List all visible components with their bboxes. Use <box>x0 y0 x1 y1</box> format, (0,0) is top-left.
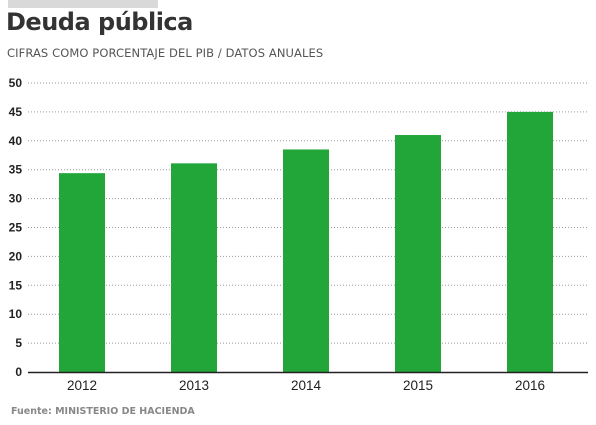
y-tick-label: 30 <box>9 192 23 206</box>
chart-subtitle: CIFRAS COMO PORCENTAJE DEL PIB / DATOS A… <box>7 46 324 60</box>
bar-2014 <box>283 149 329 372</box>
y-tick-label: 25 <box>9 221 23 235</box>
header-rule <box>8 0 158 8</box>
x-tick-label: 2015 <box>403 378 433 393</box>
y-tick-label: 15 <box>9 278 23 292</box>
y-tick-label: 5 <box>15 336 22 350</box>
source-note: Fuente: MINISTERIO DE HACIENDA <box>11 406 195 417</box>
y-tick-label: 20 <box>9 249 23 263</box>
x-axis-ticks: 2012 2013 2014 2015 2016 <box>67 378 545 393</box>
y-tick-label: 10 <box>9 307 23 321</box>
y-tick-label: 0 <box>15 365 22 379</box>
chart-title: Deuda pública <box>6 8 193 36</box>
y-axis-ticks: 0 5 10 15 20 25 30 35 40 45 50 <box>9 76 23 379</box>
bar-2016 <box>507 111 553 373</box>
y-tick-label: 50 <box>9 76 23 90</box>
y-tick-label: 45 <box>9 105 23 119</box>
x-tick-label: 2012 <box>67 378 97 393</box>
x-tick-label: 2016 <box>515 378 545 393</box>
bar-2013 <box>171 163 217 372</box>
y-tick-label: 35 <box>9 163 23 177</box>
y-tick-label: 40 <box>9 134 23 148</box>
bars <box>59 111 553 373</box>
x-tick-label: 2013 <box>179 378 209 393</box>
x-tick-label: 2014 <box>291 378 322 393</box>
bar-2015 <box>395 135 441 372</box>
bar-2012 <box>59 173 105 372</box>
